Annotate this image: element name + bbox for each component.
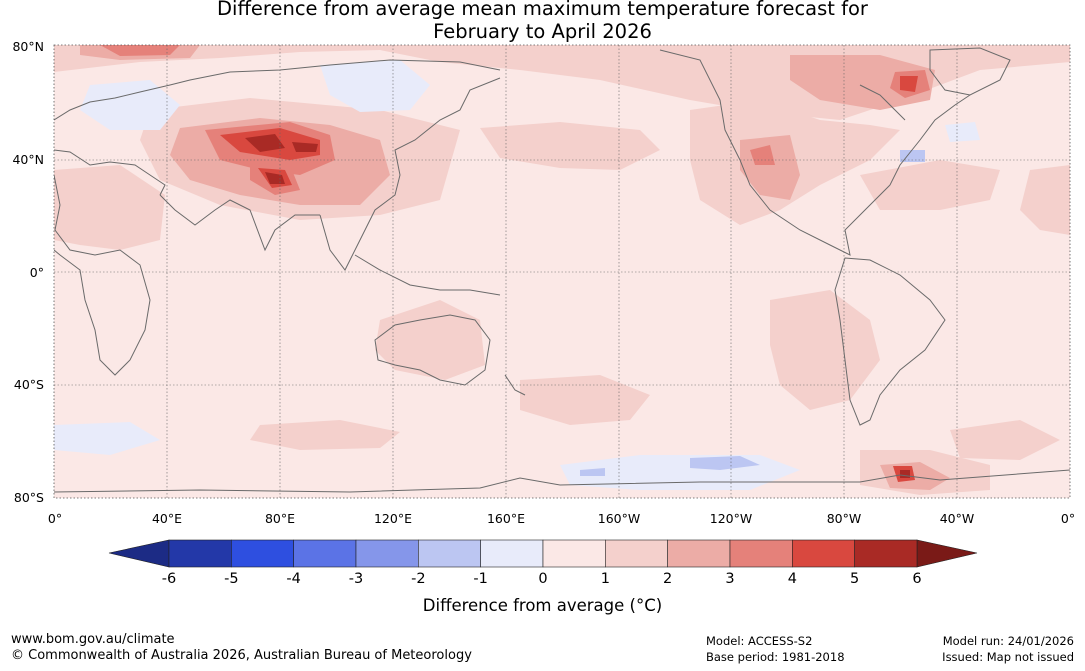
colorbar-segment	[542, 539, 606, 568]
colorbar-high-extend	[916, 539, 978, 568]
lon-label: 80°E	[265, 511, 295, 526]
lat-label: 80°S	[14, 490, 44, 505]
lon-label: 0°	[1061, 511, 1075, 526]
lon-label: 120°W	[710, 511, 752, 526]
colorbar-segment	[418, 539, 481, 568]
anomaly-fields	[54, 45, 1070, 495]
lon-label: 0°	[48, 511, 62, 526]
graticule	[54, 45, 1070, 498]
lon-label: 80°W	[827, 511, 862, 526]
colorbar-segment	[792, 539, 855, 568]
coastlines	[54, 47, 1070, 493]
colorbar-tick-label: 4	[788, 571, 797, 587]
footer-right: Model run: 24/01/2026 Issued: Map not is…	[942, 633, 1074, 665]
lat-label: 40°N	[12, 152, 44, 167]
lon-label: 160°E	[487, 511, 525, 526]
colorbar-tick-label: -4	[286, 571, 300, 587]
colorbar-segment	[355, 539, 419, 568]
colorbar-tick-label: -6	[162, 571, 176, 587]
colorbar-tick-label: 1	[601, 571, 610, 587]
footer-base-period: Base period: 1981-2018	[706, 650, 845, 664]
lat-label: 0°	[30, 265, 44, 280]
colorbar-tick-label: -2	[411, 571, 425, 587]
colorbar: -6 -5 -4 -3 -2 -1 0 1 2 3 4 5 6	[108, 539, 978, 587]
colorbar-segment	[667, 539, 731, 568]
footer-middle: Model: ACCESS-S2 Base period: 1981-2018	[706, 633, 845, 665]
colorbar-segment	[729, 539, 793, 568]
colorbar-tick-label: 3	[725, 571, 734, 587]
colorbar-segment	[480, 539, 544, 568]
footer-left: www.bom.gov.au/climate © Commonwealth of…	[11, 632, 472, 664]
colorbar-segment	[231, 539, 294, 568]
lat-axis: 80°N 40°N 0° 40°S 80°S	[12, 39, 44, 505]
footer-issued: Issued: Map not issued	[942, 650, 1074, 664]
lon-label: 160°W	[598, 511, 640, 526]
colorbar-label: Difference from average (°C)	[422, 596, 663, 615]
colorbar-tick-label: 2	[663, 571, 672, 587]
lon-label: 40°E	[152, 511, 182, 526]
lon-label: 120°E	[374, 511, 412, 526]
lon-label: 40°W	[940, 511, 975, 526]
footer-model: Model: ACCESS-S2	[706, 634, 813, 648]
footer-website: www.bom.gov.au/climate	[11, 632, 175, 647]
map-title: Difference from average mean maximum tem…	[0, 0, 1085, 43]
map-frame	[53, 44, 1071, 499]
colorbar-tick-label: 6	[912, 571, 921, 587]
colorbar-segment	[854, 539, 918, 568]
colorbar-tick-label: 0	[538, 571, 547, 587]
colorbar-segment	[605, 539, 668, 568]
colorbar-segment	[293, 539, 357, 568]
lon-axis: 0° 40°E 80°E 120°E 160°E 160°W 120°W 80°…	[48, 511, 1075, 526]
colorbar-tick-label: -3	[349, 571, 363, 587]
lat-label: 80°N	[12, 39, 44, 54]
title-line-2: February to April 2026	[433, 20, 652, 43]
footer-copyright: © Commonwealth of Australia 2026, Austra…	[11, 648, 472, 663]
colorbar-tick-label: -5	[224, 571, 238, 587]
lat-label: 40°S	[14, 377, 44, 392]
colorbar-low-extend	[108, 539, 170, 568]
colorbar-segment	[168, 539, 232, 568]
colorbar-tick-label: 5	[850, 571, 859, 587]
footer-model-run: Model run: 24/01/2026	[942, 634, 1074, 648]
colorbar-tick-label: -1	[473, 571, 487, 587]
title-line-1: Difference from average mean maximum tem…	[217, 0, 868, 20]
